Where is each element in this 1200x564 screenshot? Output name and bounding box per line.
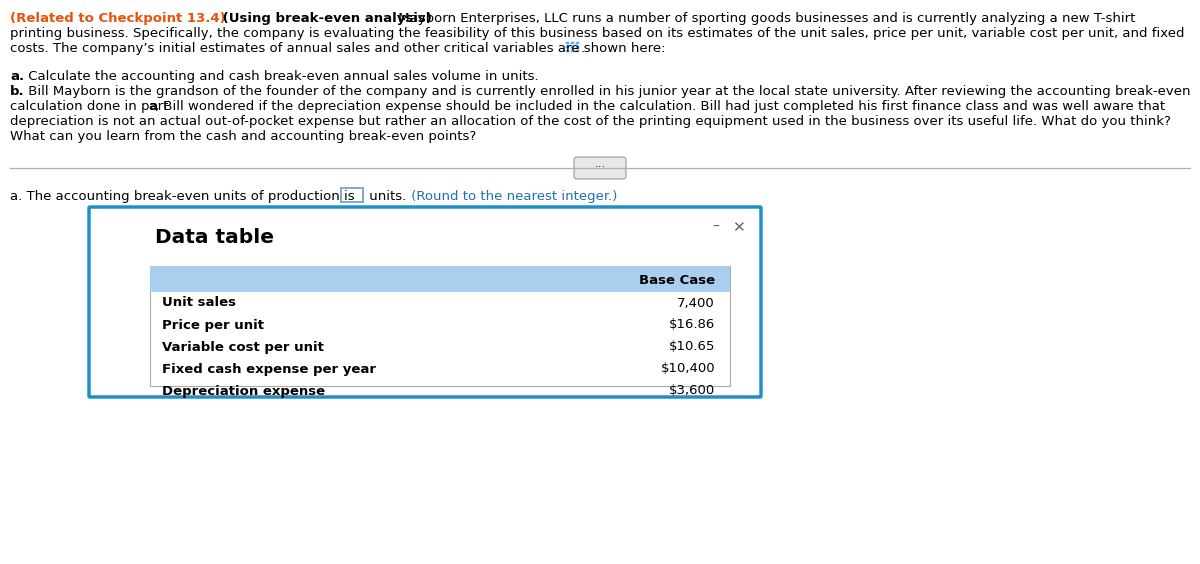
Text: (Using break-even analysis): (Using break-even analysis) [218,12,432,25]
Text: Depreciation expense: Depreciation expense [162,385,325,398]
Text: .: . [581,42,586,55]
Text: (Related to Checkpoint 13.4): (Related to Checkpoint 13.4) [10,12,226,25]
Text: costs. The company’s initial estimates of annual sales and other critical variab: costs. The company’s initial estimates o… [10,42,666,55]
Text: $16.86: $16.86 [668,319,715,332]
Text: What can you learn from the cash and accounting break-even points?: What can you learn from the cash and acc… [10,130,476,143]
Bar [341,188,364,202]
Text: Data table: Data table [155,228,274,247]
Bar [570,41,574,44]
Text: Bill Mayborn is the grandson of the founder of the company and is currently enro: Bill Mayborn is the grandson of the foun… [24,85,1190,98]
FancyBboxPatch shape [89,207,761,397]
Text: printing business. Specifically, the company is evaluating the feasibility of th: printing business. Specifically, the com… [10,27,1184,40]
Bar [565,41,569,44]
Text: 7,400: 7,400 [677,297,715,310]
Bar [575,49,580,52]
Text: , Bill wondered if the depreciation expense should be included in the calculatio: , Bill wondered if the depreciation expe… [155,100,1165,113]
Text: Mayborn Enterprises, LLC runs a number of sporting goods businesses and is curre: Mayborn Enterprises, LLC runs a number o… [394,12,1135,25]
Text: Price per unit: Price per unit [162,319,264,332]
FancyBboxPatch shape [574,157,626,179]
Text: –: – [712,220,719,234]
Text: $3,600: $3,600 [668,385,715,398]
Text: depreciation is not an actual out-of-pocket expense but rather an allocation of : depreciation is not an actual out-of-poc… [10,115,1171,128]
Bar [570,49,574,52]
Bar [565,49,569,52]
Bar [150,266,730,292]
Text: a. The accounting break-even units of production is: a. The accounting break-even units of pr… [10,190,355,203]
Bar [150,266,730,386]
Bar [565,45,569,48]
Text: Variable cost per unit: Variable cost per unit [162,341,324,354]
Text: $10,400: $10,400 [660,363,715,376]
Text: ✕: ✕ [732,220,745,235]
Text: ···: ··· [594,161,606,174]
Text: (Round to the nearest integer.): (Round to the nearest integer.) [407,190,617,203]
Text: Base Case: Base Case [638,274,715,287]
Text: b.: b. [10,85,25,98]
Bar [570,45,574,48]
Text: $10.65: $10.65 [668,341,715,354]
Text: a: a [148,100,157,113]
Text: units.: units. [365,190,407,203]
Bar [575,45,580,48]
Text: Calculate the accounting and cash break-even annual sales volume in units.: Calculate the accounting and cash break-… [24,70,539,83]
Text: a.: a. [10,70,24,83]
Text: calculation done in part: calculation done in part [10,100,173,113]
Text: Unit sales: Unit sales [162,297,236,310]
Text: Fixed cash expense per year: Fixed cash expense per year [162,363,376,376]
Bar [575,41,580,44]
